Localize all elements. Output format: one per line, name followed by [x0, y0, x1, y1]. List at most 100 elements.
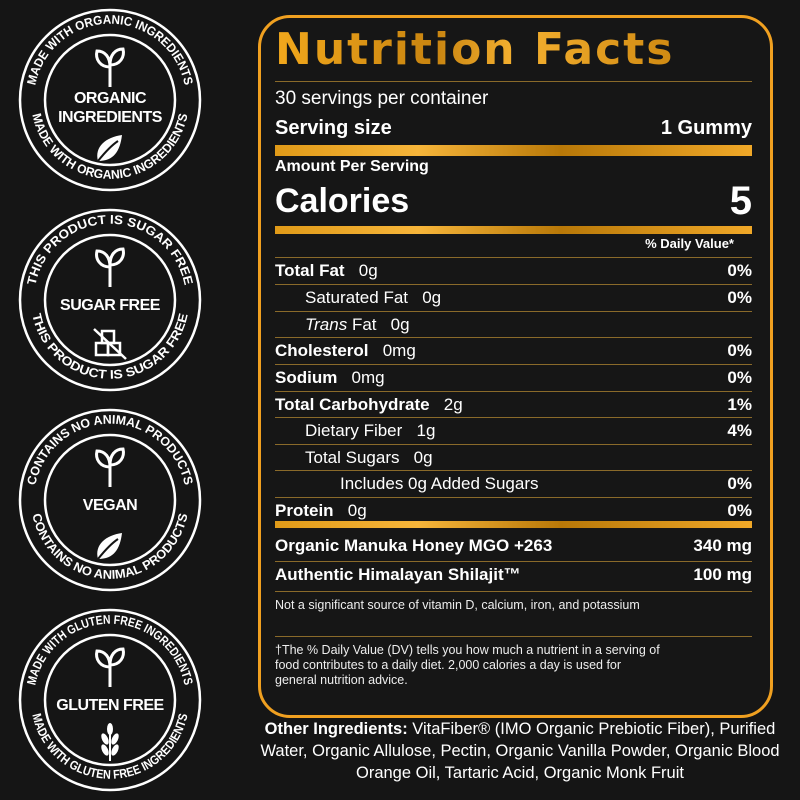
- amount-per-serving: Amount Per Serving: [275, 158, 429, 175]
- divider: [275, 591, 752, 592]
- nutrient-row: Includes 0g Added Sugars 0%: [275, 474, 752, 494]
- serving-size-label: Serving size: [275, 117, 392, 139]
- serving-size-value: 1 Gummy: [660, 117, 752, 139]
- nutrient-amount: 0mg: [382, 341, 416, 360]
- sprout-icon: [95, 47, 125, 87]
- divider: [275, 363, 752, 365]
- badge-1: THIS PRODUCT IS SUGAR FREE THIS PRODUCT …: [15, 205, 205, 395]
- leaf-icon: [97, 135, 122, 162]
- nutrient-row: Total Carbohydrate 2g 1%: [275, 395, 752, 415]
- divider: [275, 310, 752, 312]
- divider: [275, 561, 752, 562]
- sprout-icon: [95, 447, 125, 487]
- divider: [275, 636, 752, 637]
- nutrient-dv: 4%: [727, 421, 752, 440]
- divider: [275, 470, 752, 471]
- badge-title: SUGAR FREE: [60, 297, 161, 314]
- badge-title: ORGANIC: [74, 90, 147, 107]
- nutrient-dv: 0%: [727, 287, 752, 307]
- nutrient-name: Cholesterol: [275, 341, 369, 360]
- servings-row: 30 servings per container: [275, 88, 752, 110]
- nutrient-amount: 0g: [413, 447, 433, 467]
- nutrient-dv: 0%: [727, 500, 752, 520]
- divider: [275, 443, 752, 445]
- divider: [275, 390, 752, 392]
- badge-inner-ring: [43, 433, 177, 567]
- sprout-icon: [95, 647, 125, 687]
- badge-title: VEGAN: [83, 497, 137, 514]
- badge-2: CONTAINS NO ANIMAL PRODUCTS CONTAINS NO …: [15, 405, 205, 595]
- nutrient-row: Total Fat 0g 0%: [275, 261, 752, 281]
- supplement-row: Organic Manuka Honey MGO +263 340 mg: [275, 536, 752, 556]
- daily-value-header: % Daily Value*: [645, 236, 734, 251]
- nutrient-amount: 0mg: [351, 367, 385, 387]
- nutrient-name: Total Carbohydrate: [275, 394, 430, 414]
- badge-outer-ring: [18, 408, 202, 592]
- divider: [275, 496, 752, 498]
- nutrition-title: Nutrition Facts: [275, 24, 675, 75]
- badge-0: MADE WITH ORGANIC INGREDIENTS MADE WITH …: [15, 5, 205, 195]
- nutrient-row: Protein 0g 0%: [275, 501, 752, 521]
- ingredients-label: Other Ingredients:: [264, 720, 408, 738]
- supplement-name: Organic Manuka Honey MGO +263: [275, 536, 553, 555]
- calories-value: 5: [729, 179, 752, 223]
- badge-title: INGREDIENTS: [58, 109, 163, 126]
- supplement-row: Authentic Himalayan Shilajit™ 100 mg: [275, 565, 752, 585]
- supplement-amount: 100 mg: [693, 565, 752, 584]
- nutrient-name-suffix: Fat: [351, 314, 377, 334]
- nutrient-dv: 0%: [727, 261, 752, 280]
- divider: [275, 417, 752, 418]
- other-ingredients: Other Ingredients: VitaFiber® (IMO Organ…: [240, 718, 800, 784]
- nutrient-name: Dietary Fiber: [305, 421, 403, 440]
- calories-row: Calories 5: [275, 181, 752, 221]
- nutrient-name: Protein: [275, 500, 334, 520]
- badge-3: MADE WITH GLUTEN FREE INGREDIENTS MADE W…: [15, 605, 205, 795]
- sprout-icon: [95, 247, 125, 287]
- badge-inner-ring: [43, 633, 177, 767]
- divider: [275, 81, 752, 82]
- divider: [275, 337, 752, 338]
- nutrient-dv: 1%: [727, 394, 752, 414]
- nutrient-dv: 0%: [727, 474, 752, 493]
- wheat-icon: [101, 723, 119, 761]
- nutrient-row: Cholesterol 0mg 0%: [275, 341, 752, 361]
- badge-outer-ring: [18, 8, 202, 192]
- nutrient-amount: 1g: [416, 421, 436, 440]
- nutrient-row: Trans Fat 0g: [275, 315, 752, 335]
- nutrient-row: Saturated Fat 0g 0%: [275, 288, 752, 308]
- nutrient-name: Includes 0g Added Sugars: [340, 474, 539, 493]
- medium-divider: [275, 226, 752, 234]
- nutrient-name: Total Fat: [275, 261, 345, 280]
- calories-label: Calories: [275, 182, 410, 220]
- badge-title: GLUTEN FREE: [56, 697, 164, 714]
- badge-inner-ring: [43, 233, 177, 367]
- ingredients-text: VitaFiber® (IMO Organic Prebiotic Fiber)…: [260, 720, 780, 782]
- nutrient-name: Total Sugars: [305, 447, 400, 467]
- badge-outer-ring: [18, 608, 202, 792]
- supplement-name: Authentic Himalayan Shilajit™: [275, 565, 521, 584]
- supplement-amount: 340 mg: [693, 536, 752, 555]
- nutrient-name: Saturated Fat: [305, 287, 409, 307]
- nutrient-note: Not a significant source of vitamin D, c…: [275, 598, 640, 612]
- medium-divider: [275, 521, 752, 528]
- nutrient-amount: 0g: [347, 500, 367, 520]
- amount-per-serving-row: Amount Per Serving: [275, 159, 752, 175]
- badge-inner-ring: [43, 33, 177, 167]
- nutrient-name: Sodium: [275, 367, 338, 387]
- nutrient-row: Dietary Fiber 1g 4%: [275, 421, 752, 441]
- nutrient-dv: 0%: [727, 367, 752, 387]
- leaf-icon: [97, 533, 122, 560]
- nutrient-row: Sodium 0mg 0%: [275, 368, 752, 388]
- nutrient-amount: 0g: [390, 314, 410, 334]
- servings-per-container: 30 servings per container: [275, 88, 489, 109]
- divider: [275, 283, 752, 285]
- nutrient-amount: 2g: [443, 394, 463, 414]
- nutrient-name: Trans: [305, 314, 348, 334]
- nutrient-amount: 0g: [358, 261, 378, 280]
- daily-value-row: % Daily Value*: [275, 236, 752, 251]
- daily-value-footnote: †The % Daily Value (DV) tells you how mu…: [275, 643, 660, 687]
- thick-divider: [275, 145, 752, 156]
- divider: [275, 257, 752, 258]
- serving-size-row: Serving size 1 Gummy: [275, 117, 752, 140]
- no-sugar-cubes-icon: [93, 328, 127, 360]
